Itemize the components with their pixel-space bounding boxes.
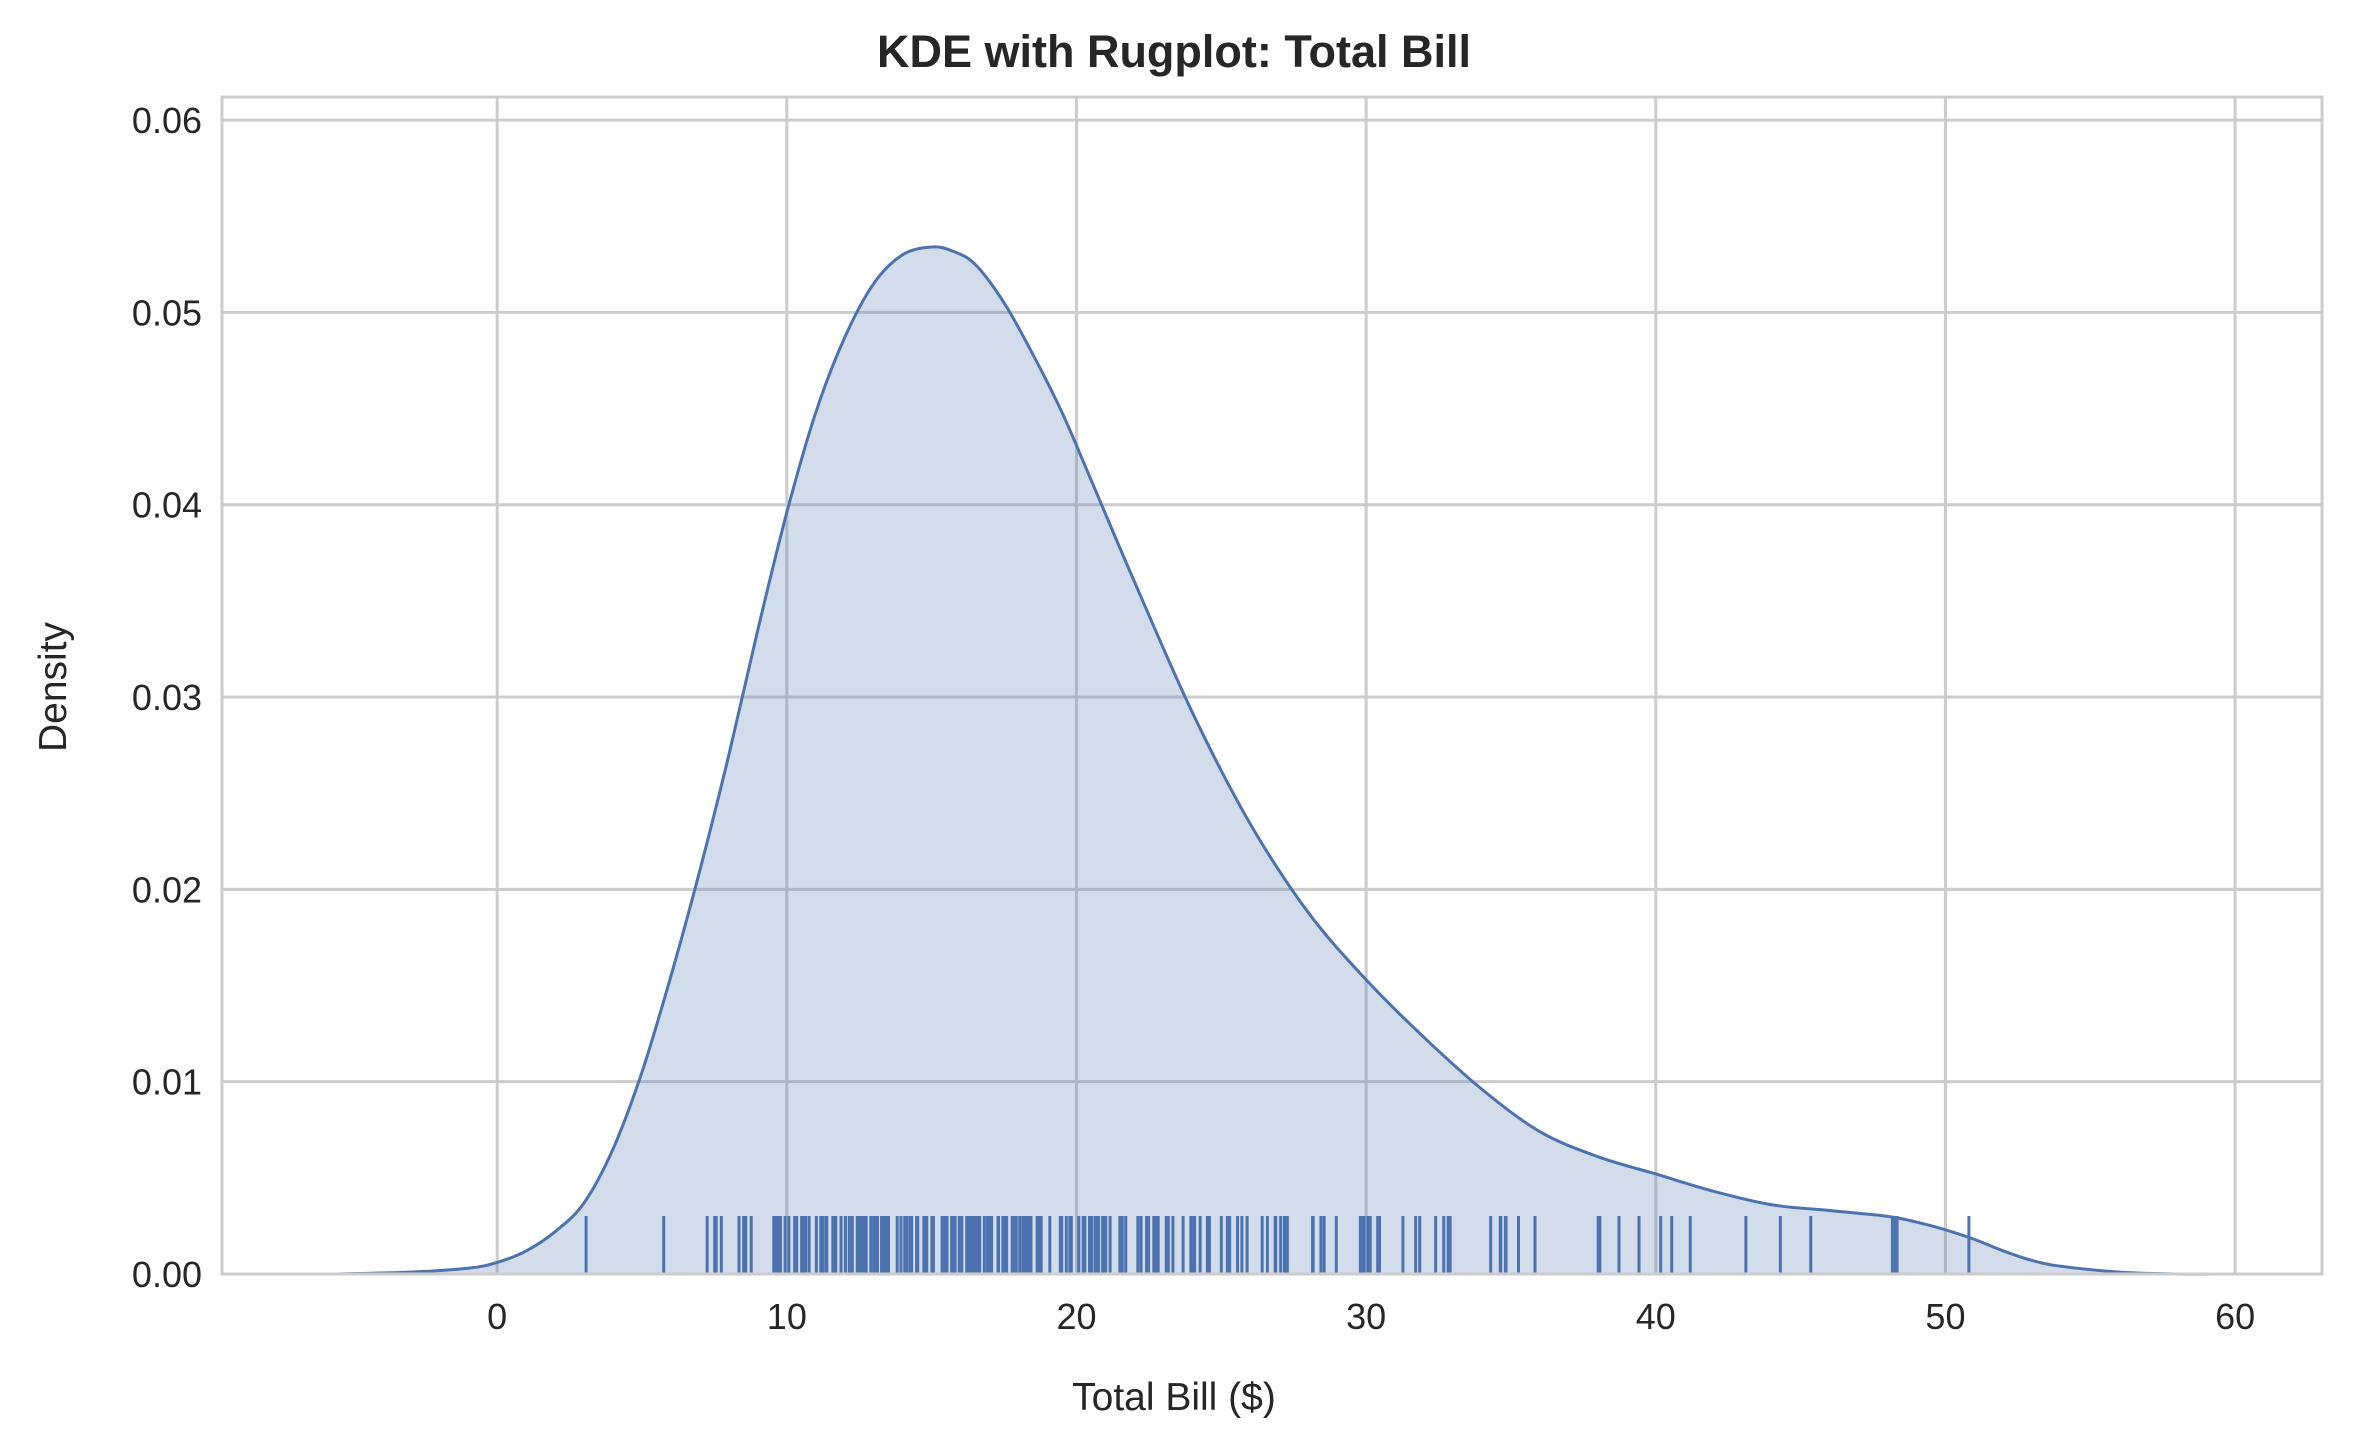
kde-area bbox=[337, 245, 2227, 1276]
y-tick-label: 0.06 bbox=[132, 100, 202, 141]
y-tick-label: 0.00 bbox=[132, 1254, 202, 1295]
y-tick-label: 0.03 bbox=[132, 677, 202, 718]
y-tick-label: 0.02 bbox=[132, 869, 202, 910]
kde-line bbox=[337, 245, 2227, 1276]
x-tick-labels: 0 10 20 30 40 50 60 bbox=[487, 1296, 2255, 1337]
x-tick-label: 30 bbox=[1346, 1296, 1386, 1337]
x-tick-label: 60 bbox=[2215, 1296, 2255, 1337]
y-tick-labels: 0.00 0.01 0.02 0.03 0.04 0.05 0.06 bbox=[132, 100, 202, 1295]
chart-title: KDE with Rugplot: Total Bill bbox=[877, 26, 1471, 77]
x-axis-label: Total Bill ($) bbox=[1072, 1376, 1276, 1419]
y-axis-label: Density bbox=[32, 621, 75, 752]
rug-marks bbox=[584, 1216, 1971, 1274]
y-tick-label: 0.05 bbox=[132, 292, 202, 333]
kde-fill bbox=[337, 246, 2227, 1275]
plot-spines bbox=[220, 95, 2324, 1276]
x-tick-label: 40 bbox=[1636, 1296, 1676, 1337]
y-tick-label: 0.04 bbox=[132, 485, 202, 526]
x-tick-label: 10 bbox=[767, 1296, 807, 1337]
plot-frame bbox=[220, 95, 2324, 1276]
x-tick-label: 50 bbox=[1925, 1296, 1965, 1337]
y-tick-label: 0.01 bbox=[132, 1062, 202, 1103]
x-tick-label: 20 bbox=[1056, 1296, 1096, 1337]
x-tick-label: 0 bbox=[487, 1296, 507, 1337]
